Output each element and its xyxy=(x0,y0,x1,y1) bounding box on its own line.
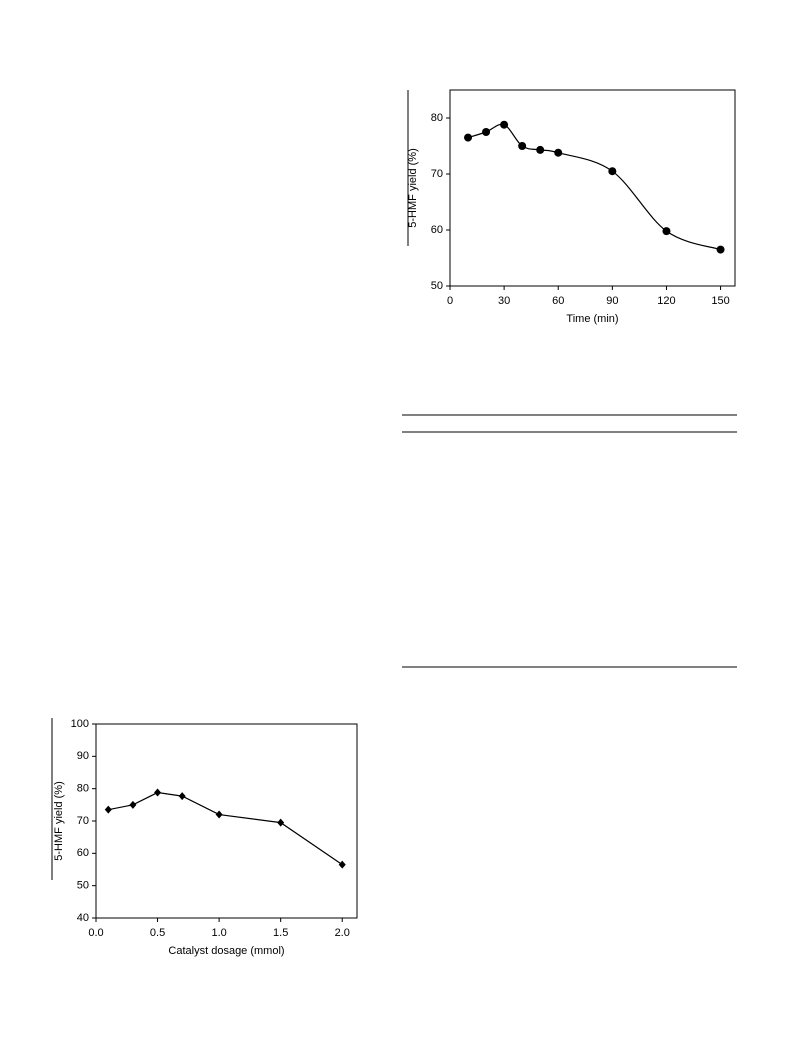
y-tick-label: 70 xyxy=(77,815,89,827)
y-tick-label: 70 xyxy=(431,168,443,180)
x-tick-label: 120 xyxy=(657,295,675,307)
data-point xyxy=(154,788,162,797)
y-tick-label: 80 xyxy=(431,112,443,124)
data-point xyxy=(215,810,223,819)
plot-frame xyxy=(95,723,358,919)
x-tick-label: 30 xyxy=(498,295,510,307)
plot-frame xyxy=(449,89,736,287)
x-tick-label: 60 xyxy=(552,295,564,307)
data-point xyxy=(482,128,491,136)
x-tick-label: 1.5 xyxy=(273,927,288,939)
y-tick-label: 80 xyxy=(77,783,89,795)
data-point xyxy=(277,818,285,827)
data-point xyxy=(536,145,545,154)
y-tick-label: 40 xyxy=(77,912,89,924)
data-point xyxy=(338,860,346,869)
x-tick-label: 0.5 xyxy=(150,927,165,939)
x-axis-label: Catalyst dosage (mmol) xyxy=(168,945,284,957)
y-axis-label: 5-HMF yield (%) xyxy=(407,148,419,227)
data-line xyxy=(467,123,721,251)
x-axis-label: Time (min) xyxy=(566,313,618,325)
data-point xyxy=(554,148,563,157)
data-line xyxy=(108,791,343,866)
x-tick-label: 0 xyxy=(447,295,453,307)
y-tick-label: 100 xyxy=(71,718,89,730)
y-tick-label: 60 xyxy=(431,224,443,236)
data-point xyxy=(500,120,509,129)
y-tick-label: 90 xyxy=(77,750,89,762)
data-point xyxy=(716,245,725,254)
data-point xyxy=(104,805,112,814)
y-tick-label: 50 xyxy=(77,880,89,892)
y-axis-label: 5-HMF yield (%) xyxy=(53,781,65,860)
data-point xyxy=(464,133,473,142)
x-tick-label: 150 xyxy=(711,295,729,307)
y-tick-label: 60 xyxy=(77,847,89,859)
x-tick-label: 2.0 xyxy=(335,927,350,939)
data-point xyxy=(662,227,671,236)
data-point xyxy=(178,792,186,801)
data-point xyxy=(518,142,527,150)
x-tick-label: 0.0 xyxy=(88,927,103,939)
data-point xyxy=(608,167,617,176)
y-tick-label: 50 xyxy=(431,280,443,292)
x-tick-label: 1.0 xyxy=(211,927,226,939)
data-point xyxy=(129,800,137,809)
x-tick-label: 90 xyxy=(606,295,618,307)
